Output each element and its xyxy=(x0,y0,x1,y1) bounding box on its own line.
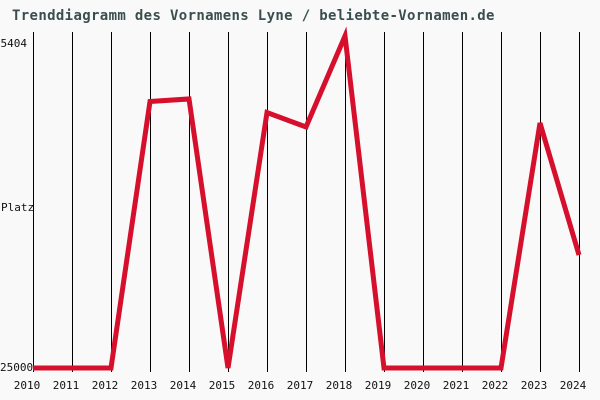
x-tick-label: 2019 xyxy=(364,379,392,392)
x-tick-label: 2012 xyxy=(91,379,119,392)
x-tick-label: 2014 xyxy=(169,379,197,392)
gridlines-group xyxy=(33,32,580,372)
x-tick-label: 2011 xyxy=(52,379,80,392)
chart-title: Trenddiagramm des Vornamens Lyne / belie… xyxy=(12,8,495,24)
y-axis-title: Platz xyxy=(1,201,35,214)
y-axis-top-label: 5404 xyxy=(0,37,28,50)
x-tick-label: 2018 xyxy=(325,379,353,392)
x-tick-label: 2010 xyxy=(13,379,41,392)
x-tick-label: 2020 xyxy=(403,379,431,392)
trend-line-group xyxy=(33,26,582,371)
trend-line xyxy=(33,26,582,371)
x-tick-label: 2016 xyxy=(247,379,275,392)
y-axis-bottom-label: 25000 xyxy=(0,361,34,374)
x-tick-label: 2021 xyxy=(442,379,470,392)
x-tick-label: 2017 xyxy=(286,379,314,392)
x-tick-label: 2024 xyxy=(559,379,587,392)
x-tick-label: 2023 xyxy=(520,379,548,392)
x-tick-label: 2013 xyxy=(130,379,158,392)
x-tick-label: 2015 xyxy=(208,379,236,392)
x-tick-label: 2022 xyxy=(481,379,509,392)
